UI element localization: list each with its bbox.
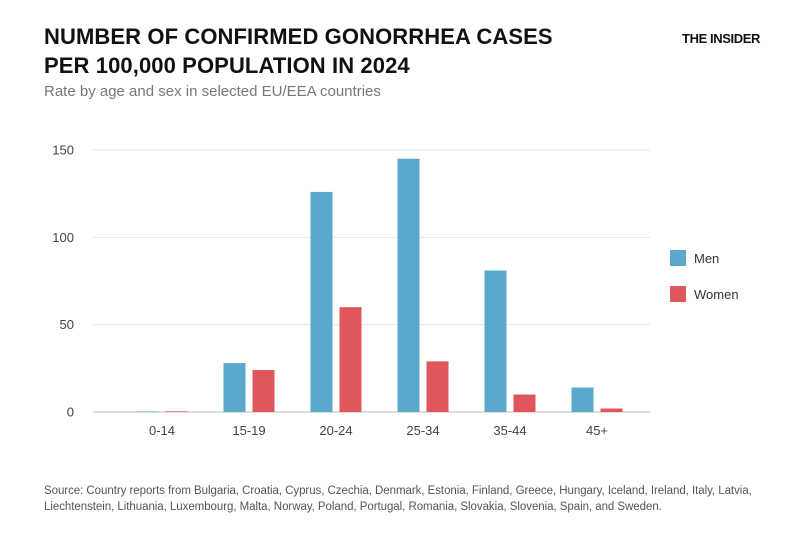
x-tick-label: 20-24 [319,423,352,438]
bar-women-45+ [600,408,623,412]
x-tick-label: 0-14 [149,423,175,438]
bar-women-35-44 [513,394,536,412]
legend-label-men: Men [694,251,719,266]
bar-men-25-34 [397,158,420,412]
brand-logo: THE INSIDER [682,31,760,46]
chart-title: NUMBER OF CONFIRMED GONORRHEA CASES PER … [44,24,553,78]
legend-swatch-men [670,250,686,266]
y-tick-label: 0 [67,405,74,420]
bar-men-20-24 [310,191,333,412]
x-tick-label: 45+ [586,423,608,438]
bar-women-0-14 [165,411,188,412]
x-tick-label: 15-19 [232,423,265,438]
y-tick-label: 150 [52,143,74,158]
bar-men-0-14 [136,411,159,412]
source-note: Source: Country reports from Bulgaria, C… [44,485,752,513]
legend-label-women: Women [694,287,739,302]
chart-subtitle: Rate by age and sex in selected EU/EEA c… [44,83,381,100]
bar-women-20-24 [339,307,362,412]
bar-men-15-19 [223,363,246,412]
y-tick-label: 100 [52,230,74,245]
x-tick-label: 35-44 [493,423,526,438]
bar-men-35-44 [484,270,507,412]
bar-women-15-19 [252,370,275,412]
legend-swatch-women [670,286,686,302]
y-tick-label: 50 [60,317,74,332]
x-tick-label: 25-34 [406,423,439,438]
bar-men-45+ [571,387,594,412]
bar-women-25-34 [426,361,449,412]
